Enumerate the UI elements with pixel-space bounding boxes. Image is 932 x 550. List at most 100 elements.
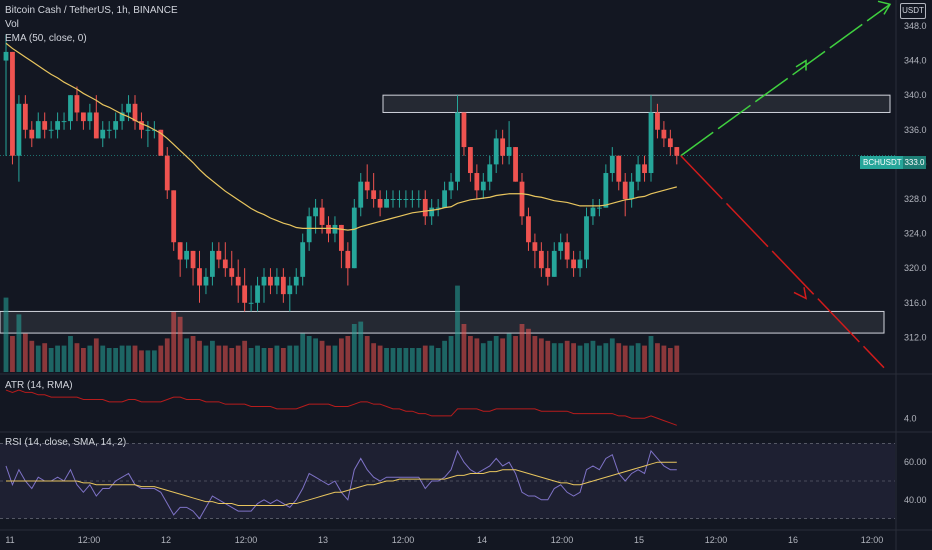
price-tag-value: 333.0 bbox=[903, 156, 926, 169]
last-price-tag: BCHUSDT 333.0 bbox=[860, 156, 926, 169]
candle-body bbox=[48, 129, 54, 131]
candle-body bbox=[255, 285, 260, 303]
candle-body bbox=[506, 147, 512, 156]
volume-bar bbox=[629, 345, 635, 372]
ema-line bbox=[5, 42, 677, 231]
volume-bar bbox=[526, 328, 531, 372]
price-tick-label: 336.0 bbox=[904, 125, 927, 135]
candle-body bbox=[345, 250, 351, 269]
volume-bar bbox=[177, 316, 183, 372]
candle-body bbox=[16, 103, 22, 156]
candle-body bbox=[242, 285, 248, 303]
volume-bar bbox=[622, 345, 628, 372]
candle-body bbox=[532, 242, 538, 251]
atr-label: ATR (14, RMA) bbox=[5, 380, 73, 391]
candle-body bbox=[429, 207, 435, 217]
candle-body bbox=[210, 250, 215, 277]
volume-bar bbox=[229, 348, 235, 372]
volume-label: Vol bbox=[5, 19, 19, 30]
volume-bar bbox=[242, 340, 248, 372]
volume-bar bbox=[364, 336, 370, 372]
bullish-arrow bbox=[680, 3, 891, 157]
candle-body bbox=[455, 112, 460, 182]
candle-body bbox=[216, 250, 222, 260]
volume-bar bbox=[132, 345, 138, 372]
volume-bar bbox=[332, 345, 338, 372]
candle-body bbox=[629, 181, 635, 199]
volume-bar bbox=[532, 336, 538, 372]
volume-bar bbox=[635, 343, 641, 372]
candle-body bbox=[93, 112, 99, 139]
volume-bars bbox=[3, 285, 680, 372]
volume-bar bbox=[190, 336, 196, 372]
volume-bar bbox=[648, 336, 654, 372]
projection-arrows bbox=[680, 0, 892, 369]
candle-body bbox=[287, 285, 293, 295]
volume-bar bbox=[448, 336, 454, 372]
volume-bar bbox=[55, 345, 60, 372]
volume-bar bbox=[461, 324, 467, 372]
candle-body bbox=[655, 112, 660, 130]
candle-body bbox=[384, 198, 389, 208]
volume-bar bbox=[22, 333, 28, 372]
volume-bar bbox=[455, 285, 460, 372]
candle-body bbox=[222, 259, 228, 269]
volume-bar bbox=[210, 340, 215, 372]
candle-body bbox=[377, 198, 383, 208]
price-tick-label: 320.0 bbox=[904, 263, 927, 273]
volume-bar bbox=[222, 345, 228, 372]
volume-bar bbox=[616, 343, 622, 372]
volume-bar bbox=[493, 336, 499, 372]
candle-body bbox=[132, 103, 138, 122]
volume-bar bbox=[255, 345, 260, 372]
candle-body bbox=[577, 259, 583, 269]
volume-bar bbox=[158, 345, 164, 372]
candle-body bbox=[313, 207, 318, 217]
candle-body bbox=[326, 224, 331, 234]
candle-body bbox=[274, 276, 280, 286]
candle-body bbox=[171, 190, 177, 243]
support-resistance-zones bbox=[0, 94, 891, 334]
candle-body bbox=[100, 129, 106, 139]
price-tick-label: 328.0 bbox=[904, 194, 927, 204]
atr-tick-label: 4.0 bbox=[904, 413, 917, 423]
time-tick-label: 12:00 bbox=[861, 535, 884, 545]
atr-pane: 4.0 bbox=[5, 389, 917, 426]
candlesticks bbox=[3, 34, 680, 312]
volume-bar bbox=[397, 348, 402, 372]
volume-bar bbox=[48, 348, 54, 372]
time-tick-label: 12:00 bbox=[78, 535, 101, 545]
resistance-zone bbox=[382, 94, 891, 113]
bearish-arrow bbox=[680, 155, 885, 369]
volume-bar bbox=[545, 340, 551, 372]
candle-body bbox=[558, 242, 564, 251]
candle-body bbox=[616, 155, 622, 182]
candle-body bbox=[622, 181, 628, 199]
candle-body bbox=[661, 129, 667, 139]
volume-bar bbox=[319, 340, 325, 372]
candle-body bbox=[584, 216, 589, 260]
rsi-tick-label: 60.00 bbox=[904, 457, 927, 467]
currency-badge[interactable]: USDT bbox=[900, 3, 926, 19]
volume-bar bbox=[293, 345, 299, 372]
candle-body bbox=[480, 181, 486, 191]
candle-body bbox=[493, 138, 499, 165]
volume-bar bbox=[42, 343, 48, 372]
volume-bar bbox=[371, 343, 377, 372]
volume-bar bbox=[139, 350, 144, 372]
volume-bar bbox=[280, 348, 286, 372]
volume-bar bbox=[577, 345, 583, 372]
bullish-arrow-mid-head bbox=[795, 59, 807, 71]
volume-bar bbox=[326, 345, 331, 372]
candle-body bbox=[164, 155, 170, 191]
time-tick-label: 13 bbox=[318, 535, 328, 545]
volume-bar bbox=[268, 348, 273, 372]
volume-bar bbox=[480, 343, 486, 372]
candle-body bbox=[609, 155, 615, 174]
candle-body bbox=[229, 268, 235, 277]
volume-bar bbox=[151, 350, 157, 372]
volume-bar bbox=[119, 345, 125, 372]
volume-bar bbox=[171, 312, 177, 372]
